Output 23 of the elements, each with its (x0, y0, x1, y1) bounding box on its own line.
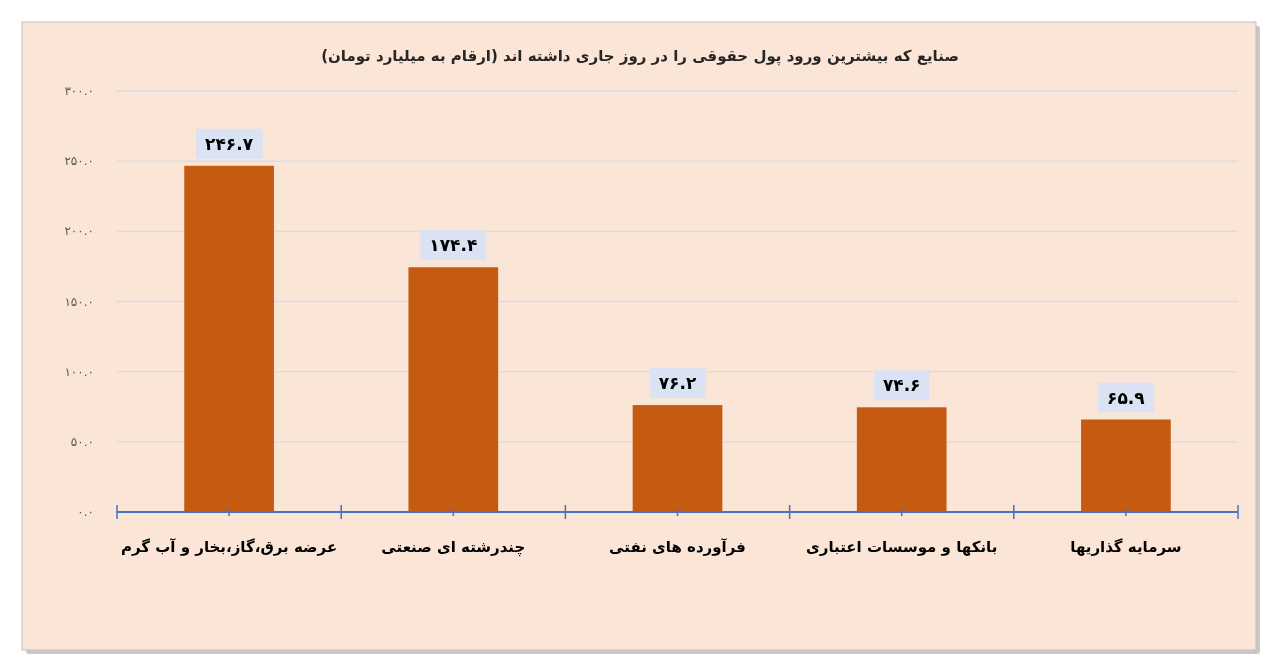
y-tick-label: ۰.۰ (77, 505, 94, 519)
y-tick-label: ۳۰۰.۰ (64, 84, 94, 98)
y-tick-label: ۲۵۰.۰ (64, 154, 94, 169)
chart-title: صنایع که بیشترین ورود پول حقوقی را در روز جاری داشته اند (ارقام به میلیارد تومان) (321, 47, 959, 66)
y-tick-label: ۱۰۰.۰ (64, 364, 94, 379)
bar (408, 267, 499, 512)
bar (856, 407, 947, 512)
x-tick-label: بانکها و موسسات اعتباری (806, 538, 998, 556)
x-tick-label: سرمایه گذاریها (1070, 538, 1182, 556)
y-tick-label: ۱۵۰.۰ (64, 294, 94, 309)
data-label: ۶۵.۹ (1107, 387, 1146, 408)
x-tick-label: فرآورده های نفتی (609, 538, 746, 556)
bar (184, 165, 274, 512)
y-tick-label: ۵۰.۰ (70, 434, 94, 449)
x-tick-label: عرضه برق،گاز،بخار و آب گرم (121, 538, 338, 556)
y-tick-label: ۲۰۰.۰ (64, 224, 94, 239)
data-label: ۲۴۶.۷ (205, 133, 254, 154)
x-tick-label: چندرشته ای صنعتی (381, 538, 526, 557)
data-label: ۷۴.۶ (882, 375, 921, 396)
bar (632, 405, 723, 512)
data-label: ۷۶.۲ (658, 373, 697, 394)
bar (1081, 419, 1171, 512)
data-label: ۱۷۴.۴ (429, 235, 478, 256)
